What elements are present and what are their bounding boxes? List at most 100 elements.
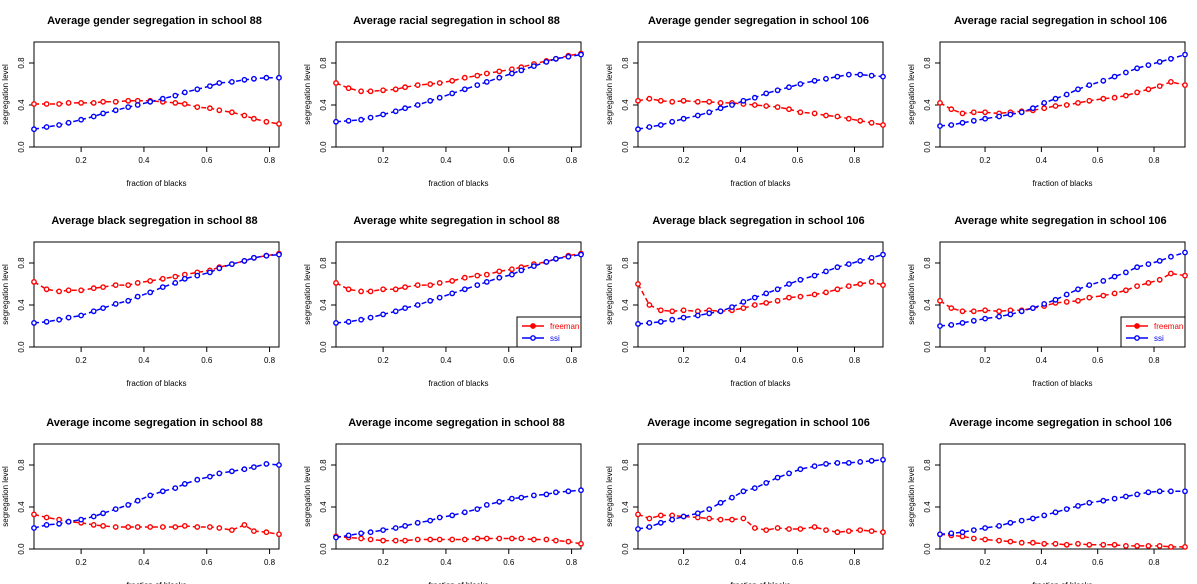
data-point-ssi <box>358 530 364 537</box>
data-point-ssi <box>427 97 434 104</box>
data-point-freeman <box>1182 272 1188 279</box>
y-tick-label: 0.4 <box>17 501 26 513</box>
data-point-ssi <box>751 485 758 491</box>
x-tick-label: 0.4 <box>735 558 747 567</box>
y-axis-label: segregation level <box>1 64 10 125</box>
series-line-ssi <box>637 73 884 130</box>
series-line-ssi <box>637 459 884 530</box>
data-point-ssi <box>392 108 399 115</box>
data-point-ssi <box>646 319 653 326</box>
data-point-ssi <box>706 506 713 512</box>
data-point-freeman <box>786 106 792 113</box>
y-tick-label: 0.0 <box>621 341 630 353</box>
data-point-ssi <box>358 316 364 323</box>
data-point-ssi <box>717 105 724 112</box>
data-point-freeman <box>147 277 154 284</box>
data-point-freeman <box>1123 287 1129 294</box>
data-point-freeman <box>959 308 966 315</box>
data-point-freeman <box>706 98 713 105</box>
data-point-ssi <box>263 252 270 259</box>
legend-label-freeman: freeman <box>550 322 579 331</box>
data-point-freeman <box>857 527 864 533</box>
chart-panel: Average black segregation in school 88 0.… <box>1 215 282 388</box>
data-point-freeman <box>669 98 676 105</box>
data-point-ssi <box>78 312 85 319</box>
data-point-ssi <box>78 516 85 523</box>
data-point-ssi <box>147 98 154 105</box>
data-point-freeman <box>982 307 988 314</box>
data-point-freeman <box>358 88 364 95</box>
data-point-freeman <box>216 107 223 114</box>
data-point-ssi <box>1145 62 1152 68</box>
data-point-ssi <box>543 258 550 265</box>
data-point-ssi <box>1134 491 1141 498</box>
plot-frame <box>939 443 1186 550</box>
data-point-ssi <box>1156 59 1163 65</box>
data-point-ssi <box>206 473 213 480</box>
data-point-freeman <box>948 106 955 113</box>
data-point-ssi <box>518 494 525 501</box>
data-point-freeman <box>194 104 201 111</box>
data-point-freeman <box>948 305 955 311</box>
data-point-freeman <box>1030 539 1036 546</box>
chart-title: Average gender segregation in school 88 <box>47 15 262 27</box>
data-point-ssi <box>78 116 85 123</box>
plot-frame <box>939 241 1186 348</box>
legend-label-ssi: ssi <box>1154 334 1164 343</box>
data-point-freeman <box>90 100 97 106</box>
legend-box <box>516 316 582 348</box>
data-point-freeman <box>1156 83 1163 90</box>
data-point-freeman <box>646 95 653 102</box>
data-point-freeman <box>834 113 841 120</box>
data-point-ssi <box>868 254 875 261</box>
data-point-ssi <box>1007 311 1014 318</box>
data-point-ssi <box>1007 519 1014 526</box>
data-point-ssi <box>996 113 1002 120</box>
data-point-ssi <box>982 115 988 122</box>
data-point-ssi <box>680 115 687 122</box>
plot-frame <box>637 41 884 148</box>
data-point-ssi <box>90 513 97 520</box>
data-point-freeman <box>1123 92 1129 99</box>
data-point-freeman <box>496 68 503 75</box>
chart-panel: Average white segregation in school 106 0… <box>907 215 1188 388</box>
data-point-ssi <box>996 523 1002 529</box>
data-point-ssi <box>543 59 550 65</box>
data-point-freeman <box>1086 541 1093 548</box>
data-point-ssi <box>996 313 1002 320</box>
data-point-freeman <box>1041 540 1048 547</box>
data-point-ssi <box>436 294 443 301</box>
data-point-ssi <box>414 519 421 526</box>
x-tick-label: 0.6 <box>1092 558 1104 567</box>
data-point-ssi <box>669 316 676 323</box>
data-point-freeman <box>333 279 339 286</box>
chart-title: Average racial segregation in school 88 <box>353 15 560 27</box>
data-point-ssi <box>880 456 886 463</box>
data-point-freeman <box>657 512 664 519</box>
data-point-ssi <box>427 517 434 524</box>
series-line-freeman <box>637 281 884 313</box>
data-point-ssi <box>694 510 701 517</box>
data-point-ssi <box>948 122 955 128</box>
data-point-freeman <box>449 277 456 284</box>
data-point-ssi <box>65 314 72 321</box>
data-point-ssi <box>112 107 119 114</box>
data-point-freeman <box>241 522 248 528</box>
plot-frame <box>335 41 582 148</box>
data-point-freeman <box>250 115 257 122</box>
chart-title: Average income segregation in school 106 <box>949 417 1172 429</box>
x-tick-label: 0.8 <box>1148 356 1160 365</box>
data-point-freeman <box>402 84 408 91</box>
y-tick-label: 0.4 <box>923 99 932 111</box>
x-axis-label: fraction of blacks <box>428 581 488 584</box>
data-point-freeman <box>880 529 886 536</box>
data-point-freeman <box>392 86 399 93</box>
y-tick-label: 0.8 <box>17 57 26 69</box>
data-point-ssi <box>125 501 132 508</box>
data-point-ssi <box>1086 282 1093 288</box>
plot-frame <box>33 443 280 550</box>
data-point-freeman <box>43 286 50 293</box>
data-point-ssi <box>380 311 386 318</box>
data-point-ssi <box>880 251 886 258</box>
data-point-freeman <box>531 536 537 543</box>
